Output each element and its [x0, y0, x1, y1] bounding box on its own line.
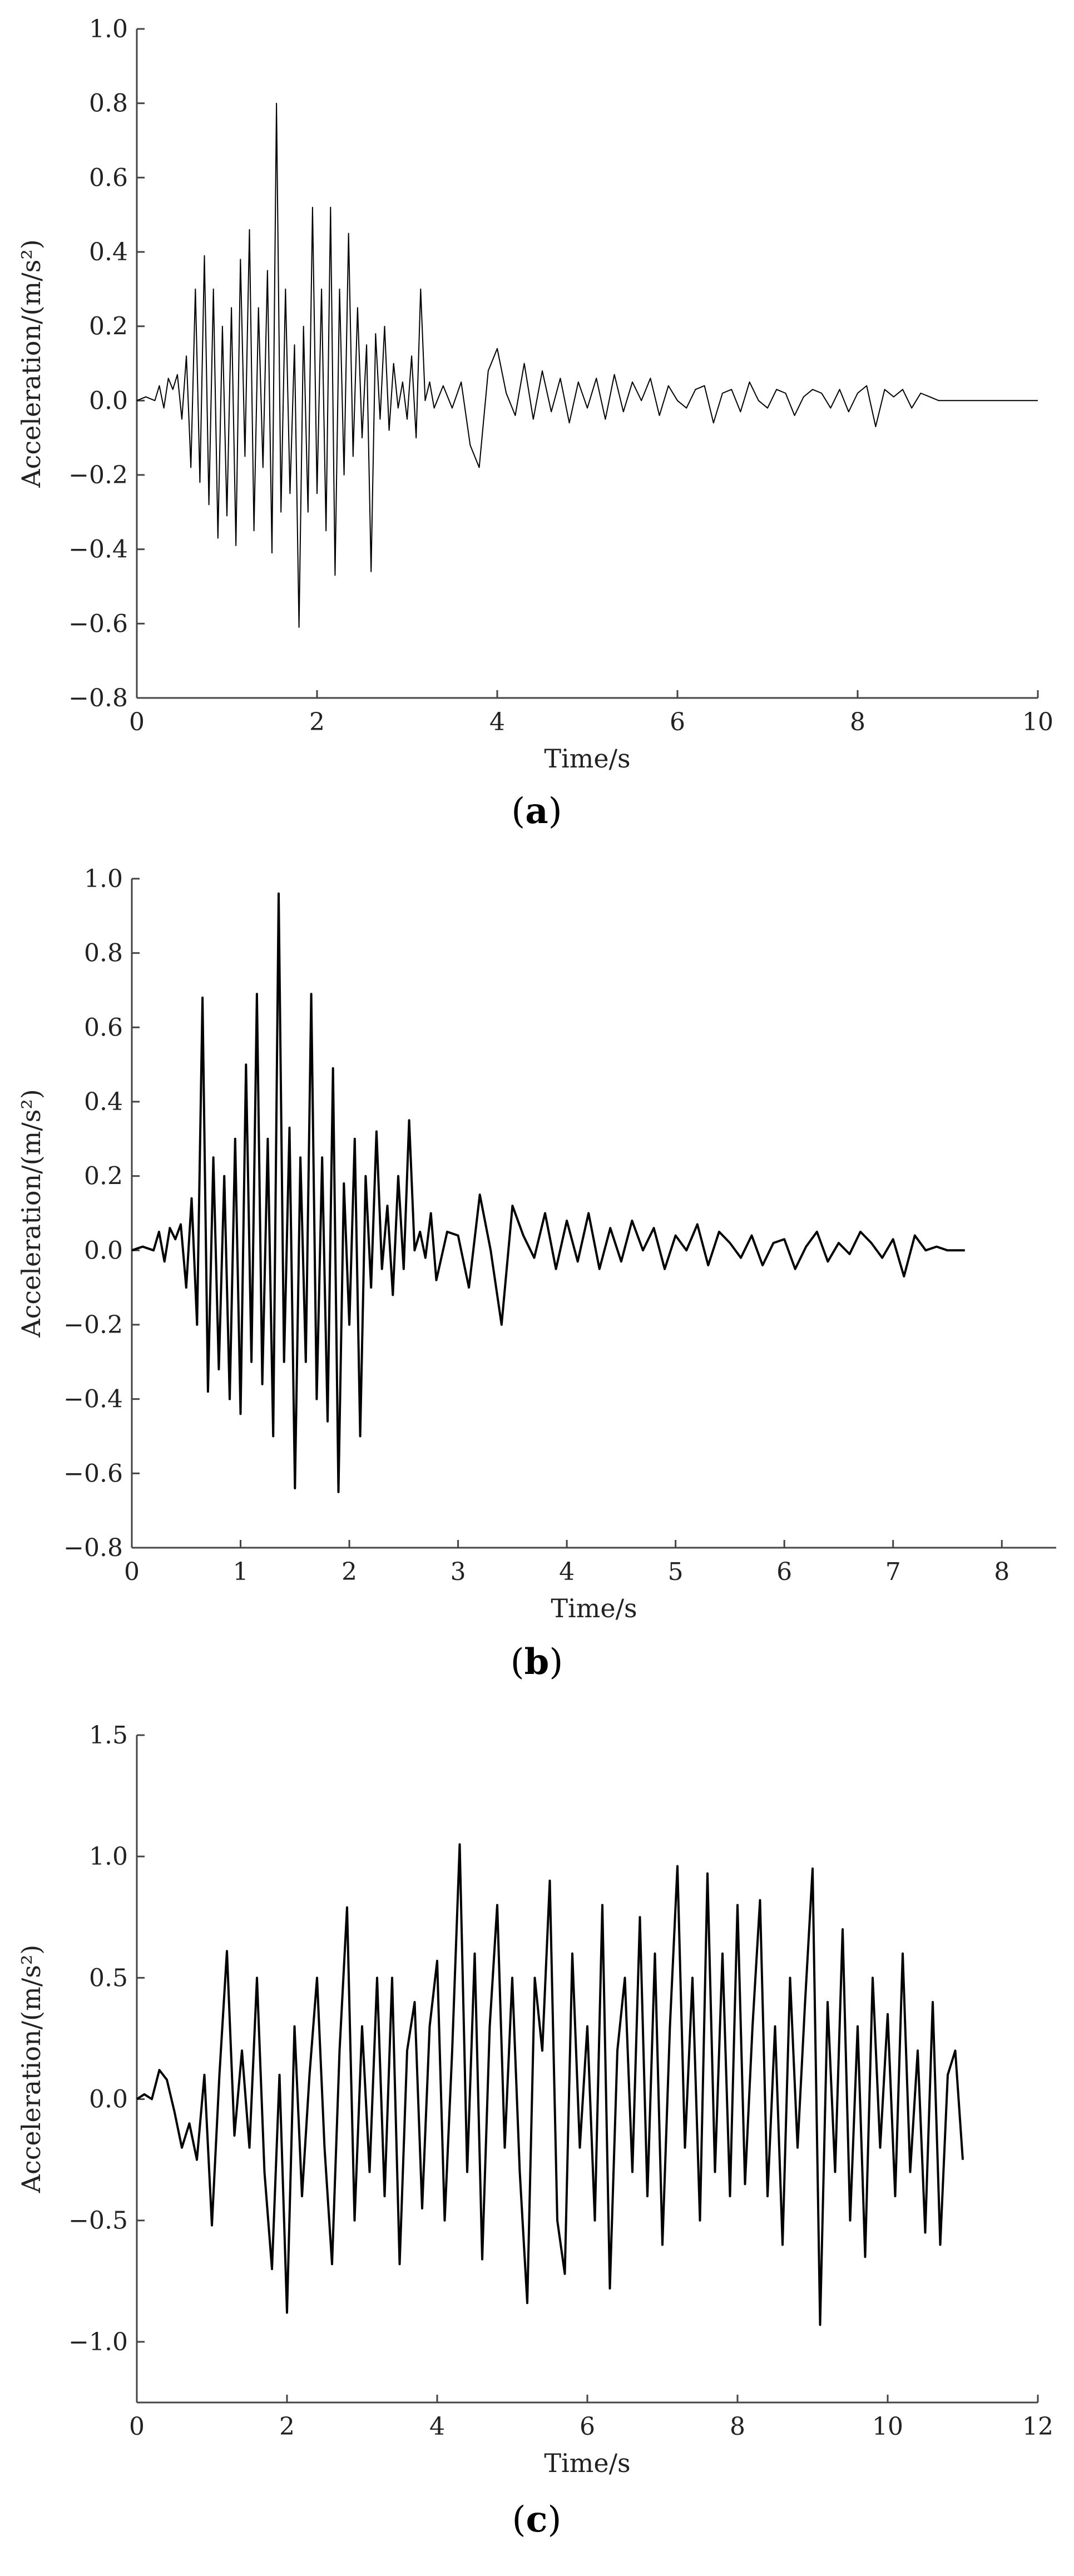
x-tick-label: 10	[1022, 708, 1053, 736]
y-tick-label: 0.0	[89, 2085, 128, 2114]
x-tick-label: 0	[129, 708, 145, 736]
caption-letter: c	[526, 2499, 548, 2540]
y-tick-label: 0.8	[84, 939, 123, 968]
y-tick-label: 0.2	[84, 1162, 123, 1191]
x-tick-label: 1	[233, 1558, 249, 1586]
figure-caption: (a)	[511, 790, 562, 832]
y-tick-label: −0.8	[68, 684, 128, 712]
y-tick-label: 1.0	[89, 1842, 128, 1871]
x-tick-label: 4	[429, 2412, 445, 2441]
y-tick-label: 1.5	[89, 1721, 128, 1750]
x-tick-label: 5	[668, 1558, 684, 1586]
y-tick-label: 0.8	[89, 90, 128, 118]
acceleration-chart-b: −0.8 −0.6 −0.4 −0.2 0.0 0.2 0.4 0.6 0.8 1.0 0 1 2 3 4 5…	[16, 865, 1056, 1683]
x-tick-label: 6	[580, 2412, 595, 2441]
figure-c: −1.0 −0.5 0.0 0.5 1.0 1.5 0 2 4 6 8 10 12 Time/s Accel…	[0, 1713, 1074, 2576]
acceleration-series-line	[136, 102, 1038, 628]
figure-caption: (c)	[512, 2499, 562, 2540]
acceleration-chart-a: −0.8 −0.6 −0.4 −0.2 0.0 0.2 0.4 0.6 0.8 1.0 0 2 4 6 8 1…	[16, 15, 1053, 832]
figure-a: −0.8 −0.6 −0.4 −0.2 0.0 0.2 0.4 0.6 0.8 1.0 0 2 4 6 8 1…	[0, 0, 1074, 856]
figure-b: −0.8 −0.6 −0.4 −0.2 0.0 0.2 0.4 0.6 0.8 1.0 0 1 2 3 4 5…	[0, 856, 1074, 1713]
x-tick-label: 3	[451, 1558, 466, 1586]
y-tick-label: 1.0	[84, 865, 123, 893]
x-tick-label: 2	[309, 708, 325, 736]
x-tick-label: 0	[129, 2412, 145, 2441]
x-axis-title: Time/s	[551, 1593, 637, 1623]
x-tick-label: 4	[489, 708, 505, 736]
y-tick-label: 0.0	[89, 387, 128, 415]
y-tick-label: 0.2	[89, 313, 128, 341]
x-tick-label: 6	[670, 708, 685, 736]
x-tick-label: 2	[341, 1558, 357, 1586]
y-tick-label: 1.0	[89, 15, 128, 43]
x-tick-label: 8	[730, 2412, 745, 2441]
y-tick-label: −1.0	[68, 2328, 128, 2356]
y-tick-label: 0.4	[89, 238, 128, 266]
acceleration-series-line	[136, 1843, 964, 2326]
x-tick-label: 2	[279, 2412, 295, 2441]
y-axis-title: Acceleration/(m/s²)	[16, 1945, 46, 2193]
x-tick-label: 8	[850, 708, 865, 736]
x-tick-label: 4	[559, 1558, 575, 1586]
y-tick-label: −0.4	[68, 536, 128, 564]
x-tick-label: 12	[1022, 2412, 1053, 2441]
y-tick-label: −0.2	[63, 1311, 123, 1339]
acceleration-chart-c: −1.0 −0.5 0.0 0.5 1.0 1.5 0 2 4 6 8 10 12 Time/s Accel…	[16, 1721, 1053, 2540]
y-tick-label: −0.8	[63, 1534, 123, 1562]
y-axis-title: Acceleration/(m/s²)	[16, 1089, 46, 1337]
x-tick-label: 8	[994, 1558, 1009, 1586]
caption-letter: b	[524, 1641, 550, 1683]
y-tick-label: 0.5	[89, 1964, 128, 1992]
y-tick-label: 0.0	[84, 1236, 123, 1265]
x-tick-label: 7	[885, 1558, 901, 1586]
x-tick-label: 10	[872, 2412, 903, 2441]
y-tick-label: −0.5	[68, 2207, 128, 2235]
y-tick-label: 0.6	[84, 1013, 123, 1042]
y-axis-title: Acceleration/(m/s²)	[16, 239, 46, 488]
y-tick-label: −0.6	[68, 610, 128, 638]
y-tick-label: 0.6	[89, 164, 128, 192]
caption-letter: a	[525, 790, 548, 832]
y-tick-label: −0.4	[63, 1385, 123, 1414]
x-tick-label: 6	[776, 1558, 792, 1586]
y-tick-label: −0.6	[63, 1459, 123, 1488]
x-tick-label: 0	[124, 1558, 140, 1586]
figure-caption: (b)	[511, 1641, 563, 1683]
y-tick-label: 0.4	[84, 1088, 123, 1116]
x-axis-title: Time/s	[544, 2448, 630, 2478]
y-tick-label: −0.2	[68, 461, 128, 489]
acceleration-series-line	[131, 892, 965, 1493]
x-axis-title: Time/s	[544, 744, 630, 774]
